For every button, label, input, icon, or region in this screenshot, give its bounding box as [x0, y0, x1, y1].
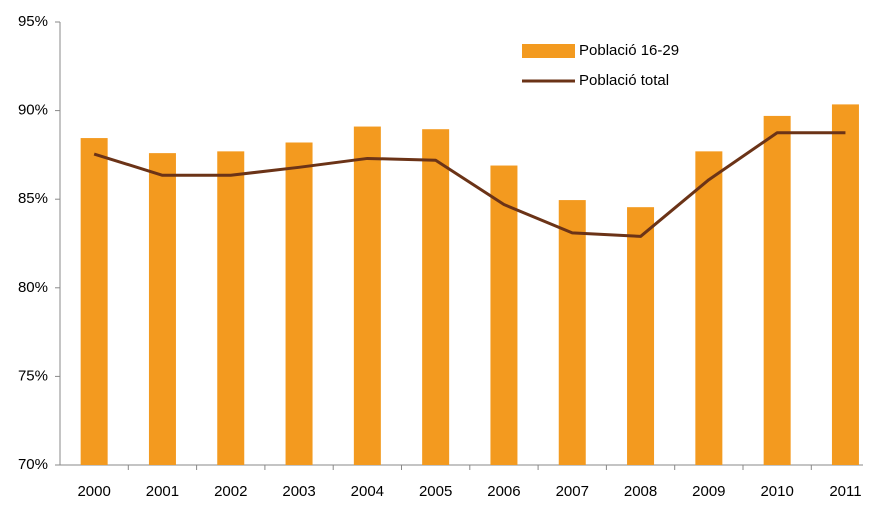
x-tick-label: 2004: [351, 483, 384, 500]
bar: [831, 104, 859, 465]
bar: [422, 129, 450, 465]
y-tick-label: 95%: [18, 13, 48, 30]
bar: [353, 126, 381, 465]
x-tick-label: 2006: [487, 483, 520, 500]
y-tick-label: 85%: [18, 190, 48, 207]
bar: [285, 142, 313, 465]
y-tick-label: 75%: [18, 367, 48, 384]
bar: [148, 153, 176, 466]
x-tick-label: 2008: [624, 483, 657, 500]
x-tick-label: 2007: [556, 483, 589, 500]
x-tick-label: 2002: [214, 483, 247, 500]
legend-label: Població total: [579, 72, 669, 89]
y-tick-label: 90%: [18, 102, 48, 119]
bar: [627, 207, 655, 465]
x-tick-label: 2010: [760, 483, 793, 500]
x-tick-label: 2003: [282, 483, 315, 500]
x-tick-label: 2001: [146, 483, 179, 500]
x-tick-label: 2009: [692, 483, 725, 500]
x-tick-label: 2005: [419, 483, 452, 500]
x-tick-label: 2011: [829, 483, 861, 500]
bar: [695, 151, 723, 465]
x-tick-label: 2000: [77, 483, 110, 500]
y-tick-label: 80%: [18, 279, 48, 296]
bar: [217, 151, 245, 465]
bar: [80, 138, 108, 466]
legend-label: Població 16-29: [579, 42, 679, 59]
bar: [763, 115, 791, 465]
bar: [558, 200, 586, 465]
bar: [490, 165, 518, 466]
legend-swatch: [522, 44, 575, 58]
y-tick-label: 70%: [18, 456, 48, 473]
line: [93, 131, 846, 238]
